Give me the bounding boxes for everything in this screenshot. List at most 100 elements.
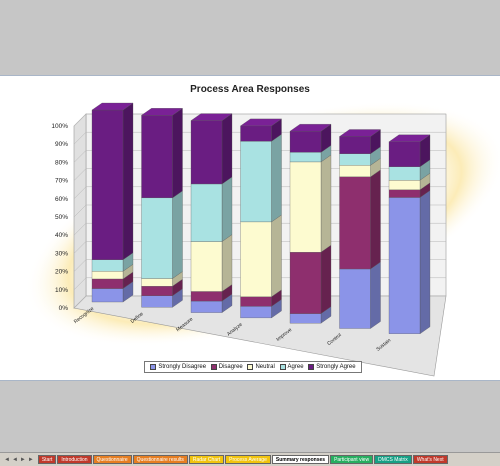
bar-side (271, 133, 282, 223)
bar-top (141, 108, 183, 116)
bar-front (388, 166, 421, 181)
bar-segment (388, 190, 431, 335)
bar-front (289, 131, 322, 153)
bar-front (91, 259, 124, 272)
bar-front (388, 180, 421, 190)
gridline (73, 295, 87, 309)
bar-front (240, 125, 272, 142)
bar-front (190, 183, 223, 242)
y-tick-label: 90% (55, 141, 68, 148)
sheet-tab-list: Start Introduction Questionnaire Questionna… (37, 455, 449, 465)
chart-sheet: 0% 10% 20% 30% 40% 50% 60% 70% 80% 90% 100% Recogn… (0, 75, 500, 381)
gridline (73, 241, 87, 254)
chart-plot: 0%10%20%30%40%50%60%70%80%90%100% Recogn… (25, 101, 500, 377)
bar-front (91, 271, 124, 280)
bar-segment (240, 214, 282, 298)
bar-segment (289, 244, 332, 314)
bar-front (141, 115, 173, 199)
bar-segment (190, 176, 233, 242)
y-tick-label: 30% (55, 250, 68, 257)
bar-front (289, 252, 322, 314)
y-tick-label: 50% (55, 214, 68, 221)
bar-front (91, 109, 124, 260)
y-tick-label: 60% (55, 196, 68, 203)
bar-segment (141, 108, 183, 199)
bar-side (221, 234, 233, 292)
legend-entry: Strongly Agree (308, 364, 356, 370)
sheet-tab-bar: ◄ ◄ ► ► Start Introduction Questionnaire Quest… (0, 452, 500, 466)
sheet-tab[interactable]: What's Next (412, 455, 448, 464)
bar-top (91, 102, 134, 111)
sheet-nav-arrow-icon[interactable]: ◄ (11, 456, 18, 463)
bar-side (221, 176, 233, 242)
y-tick-label: 10% (55, 287, 68, 294)
bar-front (141, 278, 173, 287)
sheet-tab[interactable]: Participant view (330, 455, 374, 464)
bar-segment (190, 113, 233, 185)
bar-front (339, 268, 371, 329)
legend-swatch (247, 364, 254, 370)
bar-front (240, 306, 272, 319)
gridline (73, 259, 87, 272)
bar-front (141, 197, 173, 279)
legend-swatch (150, 364, 157, 370)
bar-side (320, 244, 332, 314)
bar-front (388, 189, 421, 198)
sheet-tab[interactable]: Start (37, 455, 57, 464)
bar-segment (91, 252, 134, 272)
bar-segment (339, 129, 381, 155)
bar-side (172, 190, 183, 279)
bar-front (388, 197, 421, 334)
bar-side (370, 169, 381, 270)
legend-swatch (210, 364, 217, 370)
bar-front (91, 288, 124, 303)
sheet-tab[interactable]: Summary responses (271, 455, 330, 464)
legend-entry: Strongly Disagree (150, 364, 206, 370)
sheet-tab[interactable]: Introduction (57, 455, 92, 464)
bar-segment (91, 281, 134, 303)
bar-top (240, 118, 282, 127)
gridline (73, 150, 87, 163)
legend-label: Agree (287, 364, 304, 370)
bar-segment (289, 123, 332, 153)
bar-front (190, 241, 223, 292)
gridline (73, 132, 87, 145)
y-tick-label: 20% (55, 269, 68, 276)
y-tick-label: 40% (55, 232, 68, 239)
bar-segment (339, 169, 381, 270)
legend-entry: Agree (279, 364, 304, 370)
legend-label: Strongly Disagree (158, 364, 207, 370)
bar-top (388, 134, 431, 142)
y-tick-label: 0% (59, 305, 69, 312)
bar-front (388, 141, 421, 167)
sheet-tab[interactable]: DMCS Matrix (374, 455, 412, 464)
bar-segment (240, 118, 282, 142)
bar-segment (289, 154, 332, 253)
gridline (73, 113, 87, 127)
bar-front (289, 313, 322, 324)
sheet-nav-arrow-icon[interactable]: ◄ (4, 456, 10, 463)
bar-side (172, 108, 183, 199)
bar-segment (141, 190, 183, 279)
sheet-nav-arrow-icon[interactable]: ► (19, 456, 26, 463)
sheet-nav-arrow-icon[interactable]: ► (27, 456, 34, 463)
sheet-tab[interactable]: Radar Chart (188, 455, 225, 464)
bar-side (271, 214, 282, 298)
legend-swatch (279, 364, 286, 370)
bar-side (419, 190, 431, 335)
legend-label: Disagree (218, 364, 243, 370)
sheet-nav-arrows: ◄ ◄ ► ► (4, 457, 34, 463)
bar-segment (91, 263, 134, 280)
gridline (73, 168, 87, 181)
y-tick-label: 100% (51, 123, 68, 130)
sheet-tab[interactable]: Process Average (225, 455, 271, 464)
bar-front (240, 221, 272, 297)
bar-front (339, 153, 371, 166)
bar-top (339, 129, 381, 137)
sheet-tab[interactable]: Questionnaire (92, 455, 132, 464)
bar-side (370, 261, 381, 329)
bar-side (320, 154, 332, 253)
legend-entry: Disagree (210, 364, 243, 370)
sheet-tab[interactable]: Questionnaire results (132, 455, 188, 464)
bar-side (221, 113, 233, 185)
